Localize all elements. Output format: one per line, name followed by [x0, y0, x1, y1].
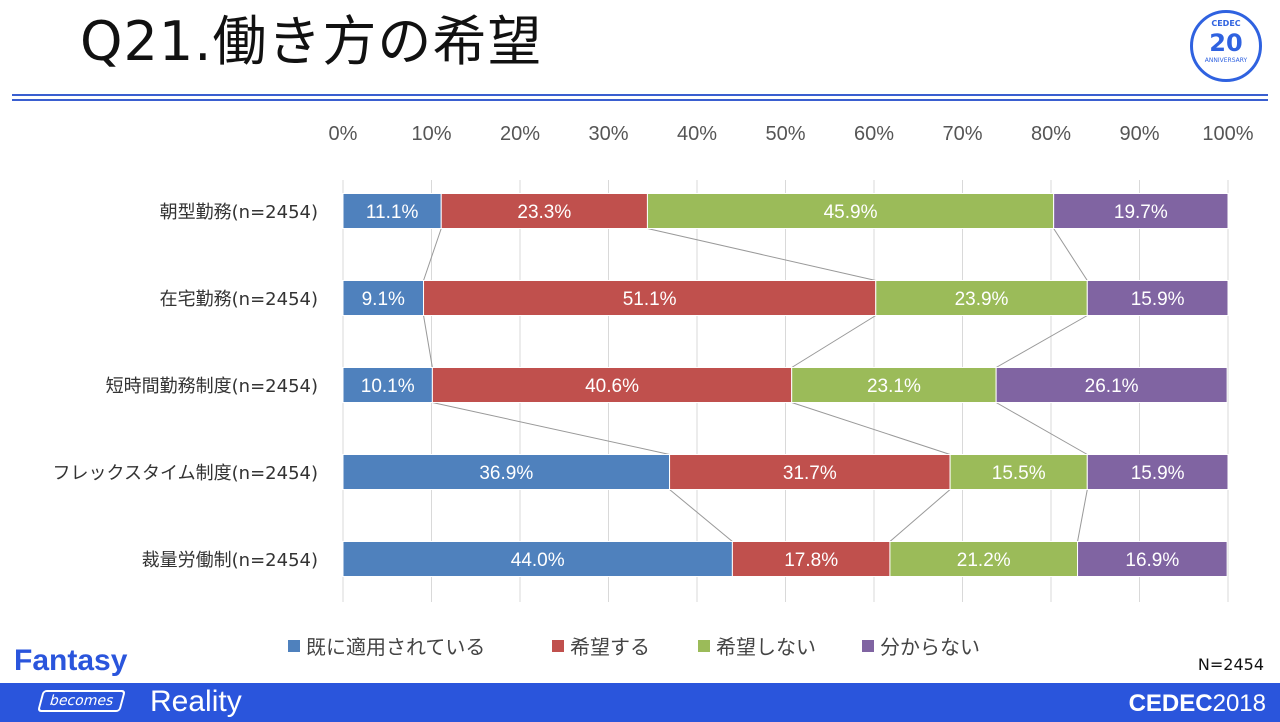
legend-swatch — [862, 640, 874, 652]
data-label: 23.1% — [867, 376, 921, 397]
header-divider — [12, 99, 1268, 101]
x-tick-label: 90% — [1119, 123, 1159, 145]
bar-segment — [431, 367, 793, 403]
bar-segment — [949, 454, 1088, 490]
legend-label: 既に適用されている — [306, 635, 485, 659]
series-line — [1053, 228, 1088, 281]
data-label: 19.7% — [1114, 202, 1168, 223]
data-label: 21.2% — [957, 550, 1011, 571]
brand: CEDEC — [1128, 690, 1213, 717]
series-line — [995, 402, 1088, 455]
data-label: 23.3% — [517, 202, 571, 223]
series-line — [669, 489, 733, 542]
category-label: 朝型勤務(n=2454) — [160, 202, 318, 223]
footer-band — [0, 683, 1280, 722]
bar-segment — [875, 280, 1088, 316]
data-label: 31.7% — [783, 463, 837, 484]
data-label: 44.0% — [511, 550, 565, 571]
bar-segment — [342, 280, 425, 316]
data-label: 51.1% — [623, 289, 677, 310]
slogan-becomes: becomes — [37, 690, 127, 712]
series-line — [647, 228, 876, 281]
data-label: 16.9% — [1125, 550, 1179, 571]
bar-segment — [342, 454, 671, 490]
series-line — [791, 402, 951, 455]
series-line — [791, 315, 877, 368]
x-tick-label: 60% — [854, 123, 894, 145]
logo-brand: CEDEC — [1211, 19, 1241, 28]
x-tick-label: 80% — [1031, 123, 1071, 145]
data-label: 11.1% — [366, 202, 419, 223]
x-tick-label: 70% — [942, 123, 982, 145]
x-tick-label: 20% — [500, 123, 540, 145]
x-tick-label: 100% — [1202, 123, 1253, 145]
legend-swatch — [698, 640, 710, 652]
bar-segment — [342, 193, 442, 229]
bar-segment — [889, 541, 1079, 577]
x-tick-label: 40% — [677, 123, 717, 145]
series-line — [995, 315, 1088, 368]
legend-swatch — [288, 640, 300, 652]
data-label: 26.1% — [1085, 376, 1139, 397]
legend-label: 分からない — [880, 635, 980, 659]
data-label: 15.9% — [1131, 289, 1185, 310]
bar-segment — [669, 454, 951, 490]
page-title: Q21.働き方の希望 — [80, 10, 543, 73]
bar-segment — [342, 367, 433, 403]
legend-label: 希望しない — [716, 635, 816, 659]
data-label: 15.9% — [1131, 463, 1185, 484]
bar-segment — [1077, 541, 1228, 577]
series-line — [423, 228, 442, 281]
sample-size-note: N=2454 — [1197, 655, 1264, 674]
series-line — [889, 489, 951, 542]
category-label: 短時間勤務制度(n=2454) — [106, 376, 318, 397]
slogan-fantasy: Fantasy — [14, 644, 128, 677]
bar-segment — [1086, 454, 1229, 490]
x-tick-label: 10% — [411, 123, 451, 145]
bar-segment — [1086, 280, 1229, 316]
year: 2018 — [1212, 690, 1266, 717]
x-tick-label: 30% — [588, 123, 628, 145]
data-label: 36.9% — [479, 463, 533, 484]
category-label: 裁量労働制(n=2454) — [142, 550, 318, 571]
legend-label: 希望する — [570, 635, 650, 659]
slogan-reality: Reality — [150, 685, 242, 718]
series-line — [423, 315, 433, 368]
legend-swatch — [552, 640, 564, 652]
header-divider — [12, 94, 1268, 96]
data-label: 23.9% — [955, 289, 1009, 310]
data-label: 15.5% — [992, 463, 1046, 484]
series-line — [432, 402, 670, 455]
bar-segment — [995, 367, 1228, 403]
bar-segment — [440, 193, 648, 229]
bar-segment — [731, 541, 891, 577]
bar-segment — [791, 367, 997, 403]
category-label: フレックスタイム制度(n=2454) — [53, 463, 318, 484]
x-tick-label: 50% — [765, 123, 805, 145]
logo-anniversary: ANNIVERSARY — [1204, 57, 1248, 64]
x-tick-label: 0% — [329, 123, 358, 145]
cedec-20th-logo: CEDEC 20 ANNIVERSARY — [1190, 10, 1262, 82]
data-label: 17.8% — [784, 550, 838, 571]
cedec-2018-logo: CEDEC2018 — [1129, 690, 1266, 718]
series-line — [1077, 489, 1088, 542]
data-label: 40.6% — [585, 376, 639, 397]
data-label: 45.9% — [824, 202, 878, 223]
bar-segment — [1053, 193, 1229, 229]
logo-number: 20 — [1209, 29, 1243, 57]
data-label: 9.1% — [362, 289, 405, 310]
bar-segment — [646, 193, 1055, 229]
data-label: 10.1% — [361, 376, 415, 397]
category-label: 在宅勤務(n=2454) — [160, 289, 318, 310]
